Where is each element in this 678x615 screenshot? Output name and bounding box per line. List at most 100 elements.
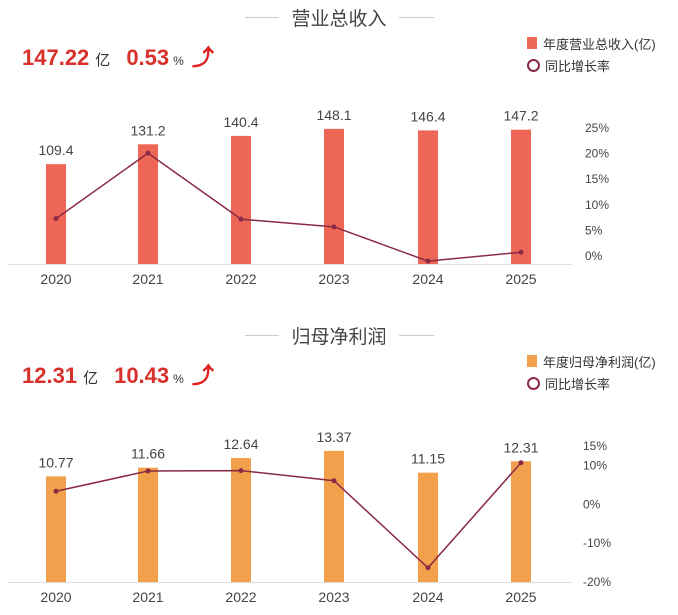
title-rule-left [245,335,307,336]
y-right-tick-label: -20% [583,575,611,589]
legend: 年度营业总收入(亿) 同比增长率 [527,32,656,76]
y-right-tick-label: 10% [585,198,609,212]
title-rule-right [372,17,434,18]
arrow-up-icon: ⤴ [191,45,214,70]
bar-data-label: 148.1 [316,107,351,123]
growth-rate-point [145,150,151,156]
bar-data-label: 10.77 [38,454,73,470]
revenue-panel: 营业总收入 147.22 亿 0.53% ⤴ 年度营业总收入(亿) 同比增长率 109… [0,0,678,305]
kpi: 12.31 亿 10.43% ⤴ [22,358,214,390]
bar-data-label: 147.2 [503,108,538,124]
kpi-unit: 亿 [83,370,99,387]
x-tick-label: 2024 [412,589,443,605]
bar [138,144,158,264]
bar-swatch-icon [527,355,537,367]
legend-item-bar[interactable]: 年度营业总收入(亿) [527,32,656,54]
bar [511,129,531,264]
y-right-tick-label: 5% [585,223,603,237]
y-right-tick-label: 15% [585,172,609,186]
x-tick-label: 2025 [505,271,536,287]
kpi-unit: 亿 [95,52,111,69]
bar [418,472,438,582]
growth-rate-point [518,249,524,255]
kpi-value: 12.31 [22,363,78,388]
growth-rate-point [425,258,431,264]
panel-title: 归母净利润 [0,322,678,349]
kpi-change-unit: % [173,372,184,386]
growth-rate-point [238,216,244,222]
growth-rate-point [331,224,337,230]
legend-item-bar[interactable]: 年度归母净利润(亿) [527,350,656,372]
bar-data-label: 131.2 [130,122,165,138]
x-tick-label: 2023 [318,271,349,287]
legend-label: 年度归母净利润(亿) [543,354,656,370]
kpi-change-unit: % [173,54,184,68]
title-rule-right [372,335,434,336]
arrow-up-icon: ⤴ [191,363,214,388]
kpi-value: 147.22 [22,45,90,70]
kpi: 147.22 亿 0.53% ⤴ [22,40,214,72]
bar [511,461,531,582]
x-tick-label: 2023 [318,589,349,605]
x-tick-label: 2022 [225,271,256,287]
bar-data-label: 11.15 [411,451,445,467]
kpi-change: 0.53 [126,45,170,70]
x-tick-label: 2020 [40,271,71,287]
bar-data-label: 11.66 [131,446,165,462]
bar-data-label: 13.37 [316,429,351,445]
net-profit-chart: 10.77 2020 11.66 2021 12.64 2022 13.37 2023 11.1… [8,429,611,605]
growth-rate-point [425,565,431,571]
bar-data-label: 140.4 [223,114,258,130]
growth-rate-line [55,152,522,262]
x-tick-label: 2021 [132,271,163,287]
legend-label: 年度营业总收入(亿) [543,36,656,52]
y-right-tick-label: 25% [585,121,609,135]
growth-rate-point [53,488,59,494]
panel-title-text: 归母净利润 [279,327,399,348]
title-rule-left [245,17,307,18]
revenue-chart: 109.4 2020 131.2 2021 140.4 2022 148.1 2023 146.… [8,107,609,287]
bar [231,458,251,582]
bar [324,128,344,264]
growth-rate-point [331,478,337,484]
net-profit-panel: 归母净利润 12.31 亿 10.43% ⤴ 年度归母净利润(亿) 同比增长率 10.… [0,318,678,615]
bar [138,467,158,582]
x-tick-label: 2020 [40,589,71,605]
kpi-change: 10.43 [114,363,170,388]
x-tick-label: 2022 [225,589,256,605]
x-tick-label: 2025 [505,589,536,605]
bar-data-label: 109.4 [38,142,73,158]
growth-rate-point [518,460,524,466]
y-right-tick-label: 15% [583,439,607,453]
y-right-tick-label: 10% [583,458,607,472]
bar [231,135,251,264]
y-right-tick-label: 20% [585,147,609,161]
legend-item-line[interactable]: 同比增长率 [527,372,656,394]
legend: 年度归母净利润(亿) 同比增长率 [527,350,656,394]
legend-item-line[interactable]: 同比增长率 [527,54,656,76]
y-right-tick-label: 0% [583,497,601,511]
legend-label: 同比增长率 [545,58,611,74]
panel-title: 营业总收入 [0,4,678,31]
bar [324,450,344,582]
x-tick-label: 2024 [412,271,443,287]
x-tick-label: 2021 [132,589,163,605]
growth-rate-line [55,462,522,569]
growth-rate-point [53,216,59,222]
bar-data-label: 146.4 [410,108,445,124]
bar-swatch-icon [527,37,537,49]
circle-marker-icon [527,376,540,390]
growth-rate-point [145,468,151,474]
bar [46,164,66,264]
circle-marker-icon [527,58,540,72]
bar-data-label: 12.31 [503,439,538,455]
y-right-tick-label: 0% [585,249,603,263]
growth-rate-point [238,468,244,474]
bar [418,130,438,264]
bar-data-label: 12.64 [223,436,258,452]
panel-title-text: 营业总收入 [279,9,399,30]
y-right-tick-label: -10% [583,536,611,550]
bar [46,476,66,582]
legend-label: 同比增长率 [545,376,611,392]
